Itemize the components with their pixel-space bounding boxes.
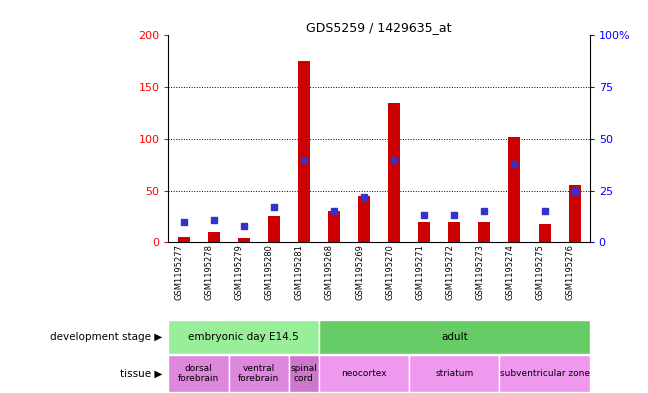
Text: adult: adult bbox=[441, 332, 468, 342]
Text: GSM1195273: GSM1195273 bbox=[476, 244, 485, 300]
Bar bbox=[319, 320, 590, 354]
Bar bbox=[569, 185, 581, 242]
Bar bbox=[319, 355, 409, 392]
Bar bbox=[268, 217, 280, 242]
Text: GSM1195269: GSM1195269 bbox=[355, 244, 364, 300]
Bar bbox=[168, 320, 319, 354]
Text: GSM1195276: GSM1195276 bbox=[566, 244, 575, 300]
Text: GSM1195275: GSM1195275 bbox=[535, 244, 544, 300]
Bar bbox=[328, 211, 340, 242]
Bar bbox=[207, 232, 220, 242]
Bar bbox=[298, 61, 310, 242]
Text: striatum: striatum bbox=[435, 369, 474, 378]
Text: subventricular zone: subventricular zone bbox=[500, 369, 590, 378]
Text: GSM1195278: GSM1195278 bbox=[205, 244, 214, 300]
Text: GSM1195271: GSM1195271 bbox=[415, 244, 424, 300]
Bar bbox=[238, 238, 249, 242]
Bar bbox=[418, 222, 430, 242]
Bar bbox=[448, 222, 460, 242]
Title: GDS5259 / 1429635_at: GDS5259 / 1429635_at bbox=[307, 21, 452, 34]
Text: development stage ▶: development stage ▶ bbox=[50, 332, 162, 342]
Text: GSM1195270: GSM1195270 bbox=[385, 244, 394, 300]
Bar bbox=[509, 137, 520, 242]
Text: ventral
forebrain: ventral forebrain bbox=[238, 364, 279, 384]
Text: GSM1195274: GSM1195274 bbox=[505, 244, 515, 300]
Text: embryonic day E14.5: embryonic day E14.5 bbox=[189, 332, 299, 342]
Text: spinal
cord: spinal cord bbox=[290, 364, 318, 384]
Bar bbox=[538, 224, 551, 242]
Bar bbox=[409, 355, 500, 392]
Bar bbox=[289, 355, 319, 392]
Text: neocortex: neocortex bbox=[341, 369, 387, 378]
Text: dorsal
forebrain: dorsal forebrain bbox=[178, 364, 219, 384]
Text: GSM1195281: GSM1195281 bbox=[295, 244, 304, 300]
Bar bbox=[358, 196, 370, 242]
Bar bbox=[478, 222, 491, 242]
Bar bbox=[388, 103, 400, 242]
Text: GSM1195279: GSM1195279 bbox=[235, 244, 244, 300]
Bar bbox=[500, 355, 590, 392]
Text: GSM1195268: GSM1195268 bbox=[325, 244, 334, 300]
Text: GSM1195280: GSM1195280 bbox=[265, 244, 274, 300]
Text: GSM1195277: GSM1195277 bbox=[174, 244, 183, 300]
Text: tissue ▶: tissue ▶ bbox=[120, 369, 162, 379]
Text: GSM1195272: GSM1195272 bbox=[445, 244, 454, 300]
Bar bbox=[229, 355, 289, 392]
Bar bbox=[168, 355, 229, 392]
Bar bbox=[178, 237, 190, 242]
